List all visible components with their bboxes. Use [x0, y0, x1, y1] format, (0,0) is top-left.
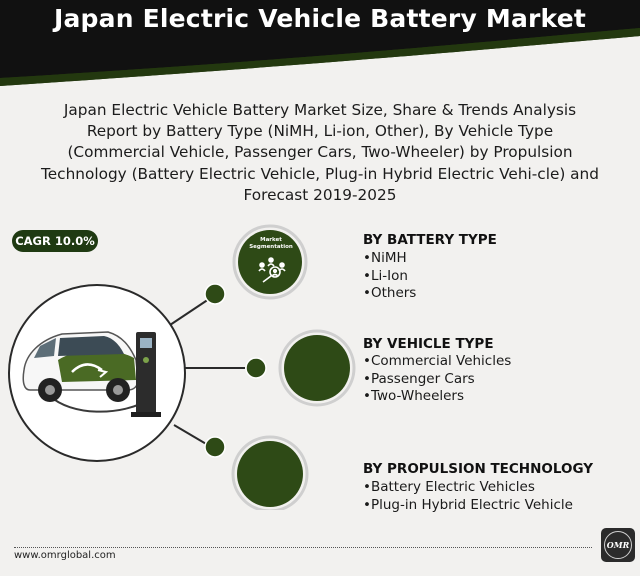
- page-title: Japan Electric Vehicle Battery Market: [53, 4, 587, 33]
- segment-list-propulsion: Battery Electric Vehicles Plug-in Hybrid…: [363, 479, 573, 514]
- ring-vehicle: [278, 329, 356, 407]
- footer-divider: [14, 547, 592, 548]
- report-description: Japan Electric Vehicle Battery Market Si…: [41, 101, 599, 204]
- electric-car-illustration: [22, 331, 153, 413]
- dot-battery: [204, 283, 226, 305]
- segment-list-battery: NiMH Li-Ion Others: [363, 250, 416, 303]
- omr-logo-text: OMR: [604, 531, 632, 559]
- list-item: Others: [363, 285, 416, 303]
- segmentation-people-icon: [258, 257, 286, 283]
- segmentation-label: Market Segmentation: [249, 237, 293, 250]
- list-item: Two-Wheelers: [363, 388, 511, 406]
- list-item: Battery Electric Vehicles: [363, 479, 573, 497]
- footer-url[interactable]: www.omrglobal.com: [14, 550, 116, 561]
- dot-vehicle: [245, 357, 267, 379]
- list-item: Li-Ion: [363, 268, 416, 286]
- list-item: Passenger Cars: [363, 371, 511, 389]
- segment-title-vehicle: BY VEHICLE TYPE: [363, 336, 494, 352]
- dot-propulsion: [204, 436, 226, 458]
- segment-title-battery: BY BATTERY TYPE: [363, 232, 497, 248]
- banner-background: [0, 0, 640, 86]
- list-item: Commercial Vehicles: [363, 353, 511, 371]
- omr-logo: OMR: [601, 528, 635, 562]
- list-item: NiMH: [363, 250, 416, 268]
- segment-title-propulsion: BY PROPULSION TECHNOLOGY: [363, 461, 594, 477]
- header-banner: Japan Electric Vehicle Battery Market: [0, 0, 640, 92]
- segment-list-vehicle: Commercial Vehicles Passenger Cars Two-W…: [363, 353, 511, 406]
- circle-propulsion: [237, 441, 303, 507]
- ring-battery: [232, 224, 308, 300]
- charging-station-icon: [131, 332, 161, 417]
- circle-vehicle: [284, 335, 350, 401]
- list-item: Plug-in Hybrid Electric Vehicle: [363, 497, 573, 515]
- cagr-badge: CAGR 10.0%: [12, 230, 98, 252]
- ring-propulsion: [231, 435, 309, 510]
- segmentation-diagram: [8, 224, 356, 510]
